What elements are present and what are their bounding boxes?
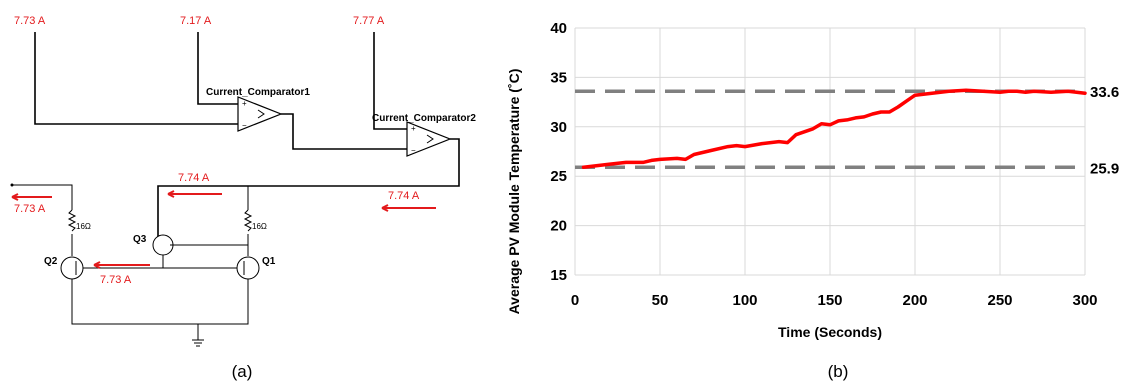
wire-left-branch xyxy=(12,184,73,210)
q3-label: Q3 xyxy=(133,234,147,245)
y-tick-label: 35 xyxy=(550,69,567,86)
caption-a: (a) xyxy=(232,362,253,381)
comparator2-minus: − xyxy=(411,146,416,155)
x-tick-label: 100 xyxy=(732,292,757,309)
y-tick-label: 40 xyxy=(550,20,567,37)
y-axis-label: Average PV Module Temperature (˚C) xyxy=(506,69,522,315)
wire-bottom-rail xyxy=(71,279,249,325)
q1-label: Q1 xyxy=(262,256,276,267)
x-tick-label: 300 xyxy=(1072,292,1097,309)
x-tick-label: 250 xyxy=(987,292,1012,309)
axis-ticks: 15 20 25 30 35 40 0 50 100 150 200 250 300 xyxy=(550,20,1097,309)
wire-source1 xyxy=(34,32,238,125)
wire-feedback xyxy=(248,138,460,187)
transistor-q2 xyxy=(60,256,84,280)
branch-current-label-3: 7.74 A xyxy=(388,190,420,202)
chart-grid xyxy=(574,27,1086,276)
transistor-q1 xyxy=(236,256,260,280)
wire-source2 xyxy=(197,32,238,105)
caption-b: (b) xyxy=(828,362,849,381)
x-tick-label: 200 xyxy=(902,292,927,309)
top-current-label-1: 7.73 A xyxy=(14,15,46,27)
resistor-r2-label: 16Ω xyxy=(252,222,267,231)
comparator1-plus: + xyxy=(242,99,247,108)
comparator2-plus: + xyxy=(411,124,416,133)
x-tick-label: 150 xyxy=(817,292,842,309)
current-arrow-4 xyxy=(93,261,150,269)
comparator2-label: Current_Comparator2 xyxy=(372,113,476,124)
comparator1-minus: − xyxy=(242,121,247,130)
current-arrow-1 xyxy=(11,193,52,201)
resistor-r1 xyxy=(67,209,77,232)
top-current-label-2: 7.17 A xyxy=(180,15,212,27)
current-arrow-3 xyxy=(381,204,436,212)
x-axis-label: Time (Seconds) xyxy=(778,324,882,340)
q2-label: Q2 xyxy=(44,256,58,267)
y-tick-label: 25 xyxy=(550,168,567,185)
x-tick-label: 0 xyxy=(571,292,579,309)
wire-top-rail xyxy=(157,185,248,244)
comparator2-mark xyxy=(426,134,434,144)
x-tick-label: 50 xyxy=(652,292,669,309)
reference-lines: 33.6 25.9 xyxy=(575,84,1119,177)
y-tick-label: 15 xyxy=(550,267,567,284)
comparator2-symbol xyxy=(406,121,452,157)
resistor-r2 xyxy=(243,209,253,232)
reference-label: 25.9 xyxy=(1090,160,1119,177)
comparator1-label: Current_Comparator1 xyxy=(206,87,310,98)
circuit-panel: 7.73 A 7.17 A 7.77 A Current_Comparator1… xyxy=(10,15,476,381)
wire-comp1-comp2 xyxy=(281,113,407,150)
comparator1-symbol xyxy=(237,96,283,132)
y-tick-label: 20 xyxy=(550,218,567,235)
series-layer xyxy=(581,88,1087,170)
y-tick-label: 30 xyxy=(550,119,567,136)
top-current-label-3: 7.77 A xyxy=(353,15,385,27)
current-arrow-2 xyxy=(167,190,222,198)
temperature-series-line xyxy=(581,88,1087,170)
resistor-r1-label: 16Ω xyxy=(76,222,91,231)
reference-label: 33.6 xyxy=(1090,84,1119,101)
branch-current-label-2: 7.74 A xyxy=(178,172,210,184)
branch-current-label-1: 7.73 A xyxy=(14,203,46,215)
comparator1-mark xyxy=(257,109,265,119)
wire-source3 xyxy=(373,32,407,130)
branch-current-label-4: 7.73 A xyxy=(100,274,132,286)
